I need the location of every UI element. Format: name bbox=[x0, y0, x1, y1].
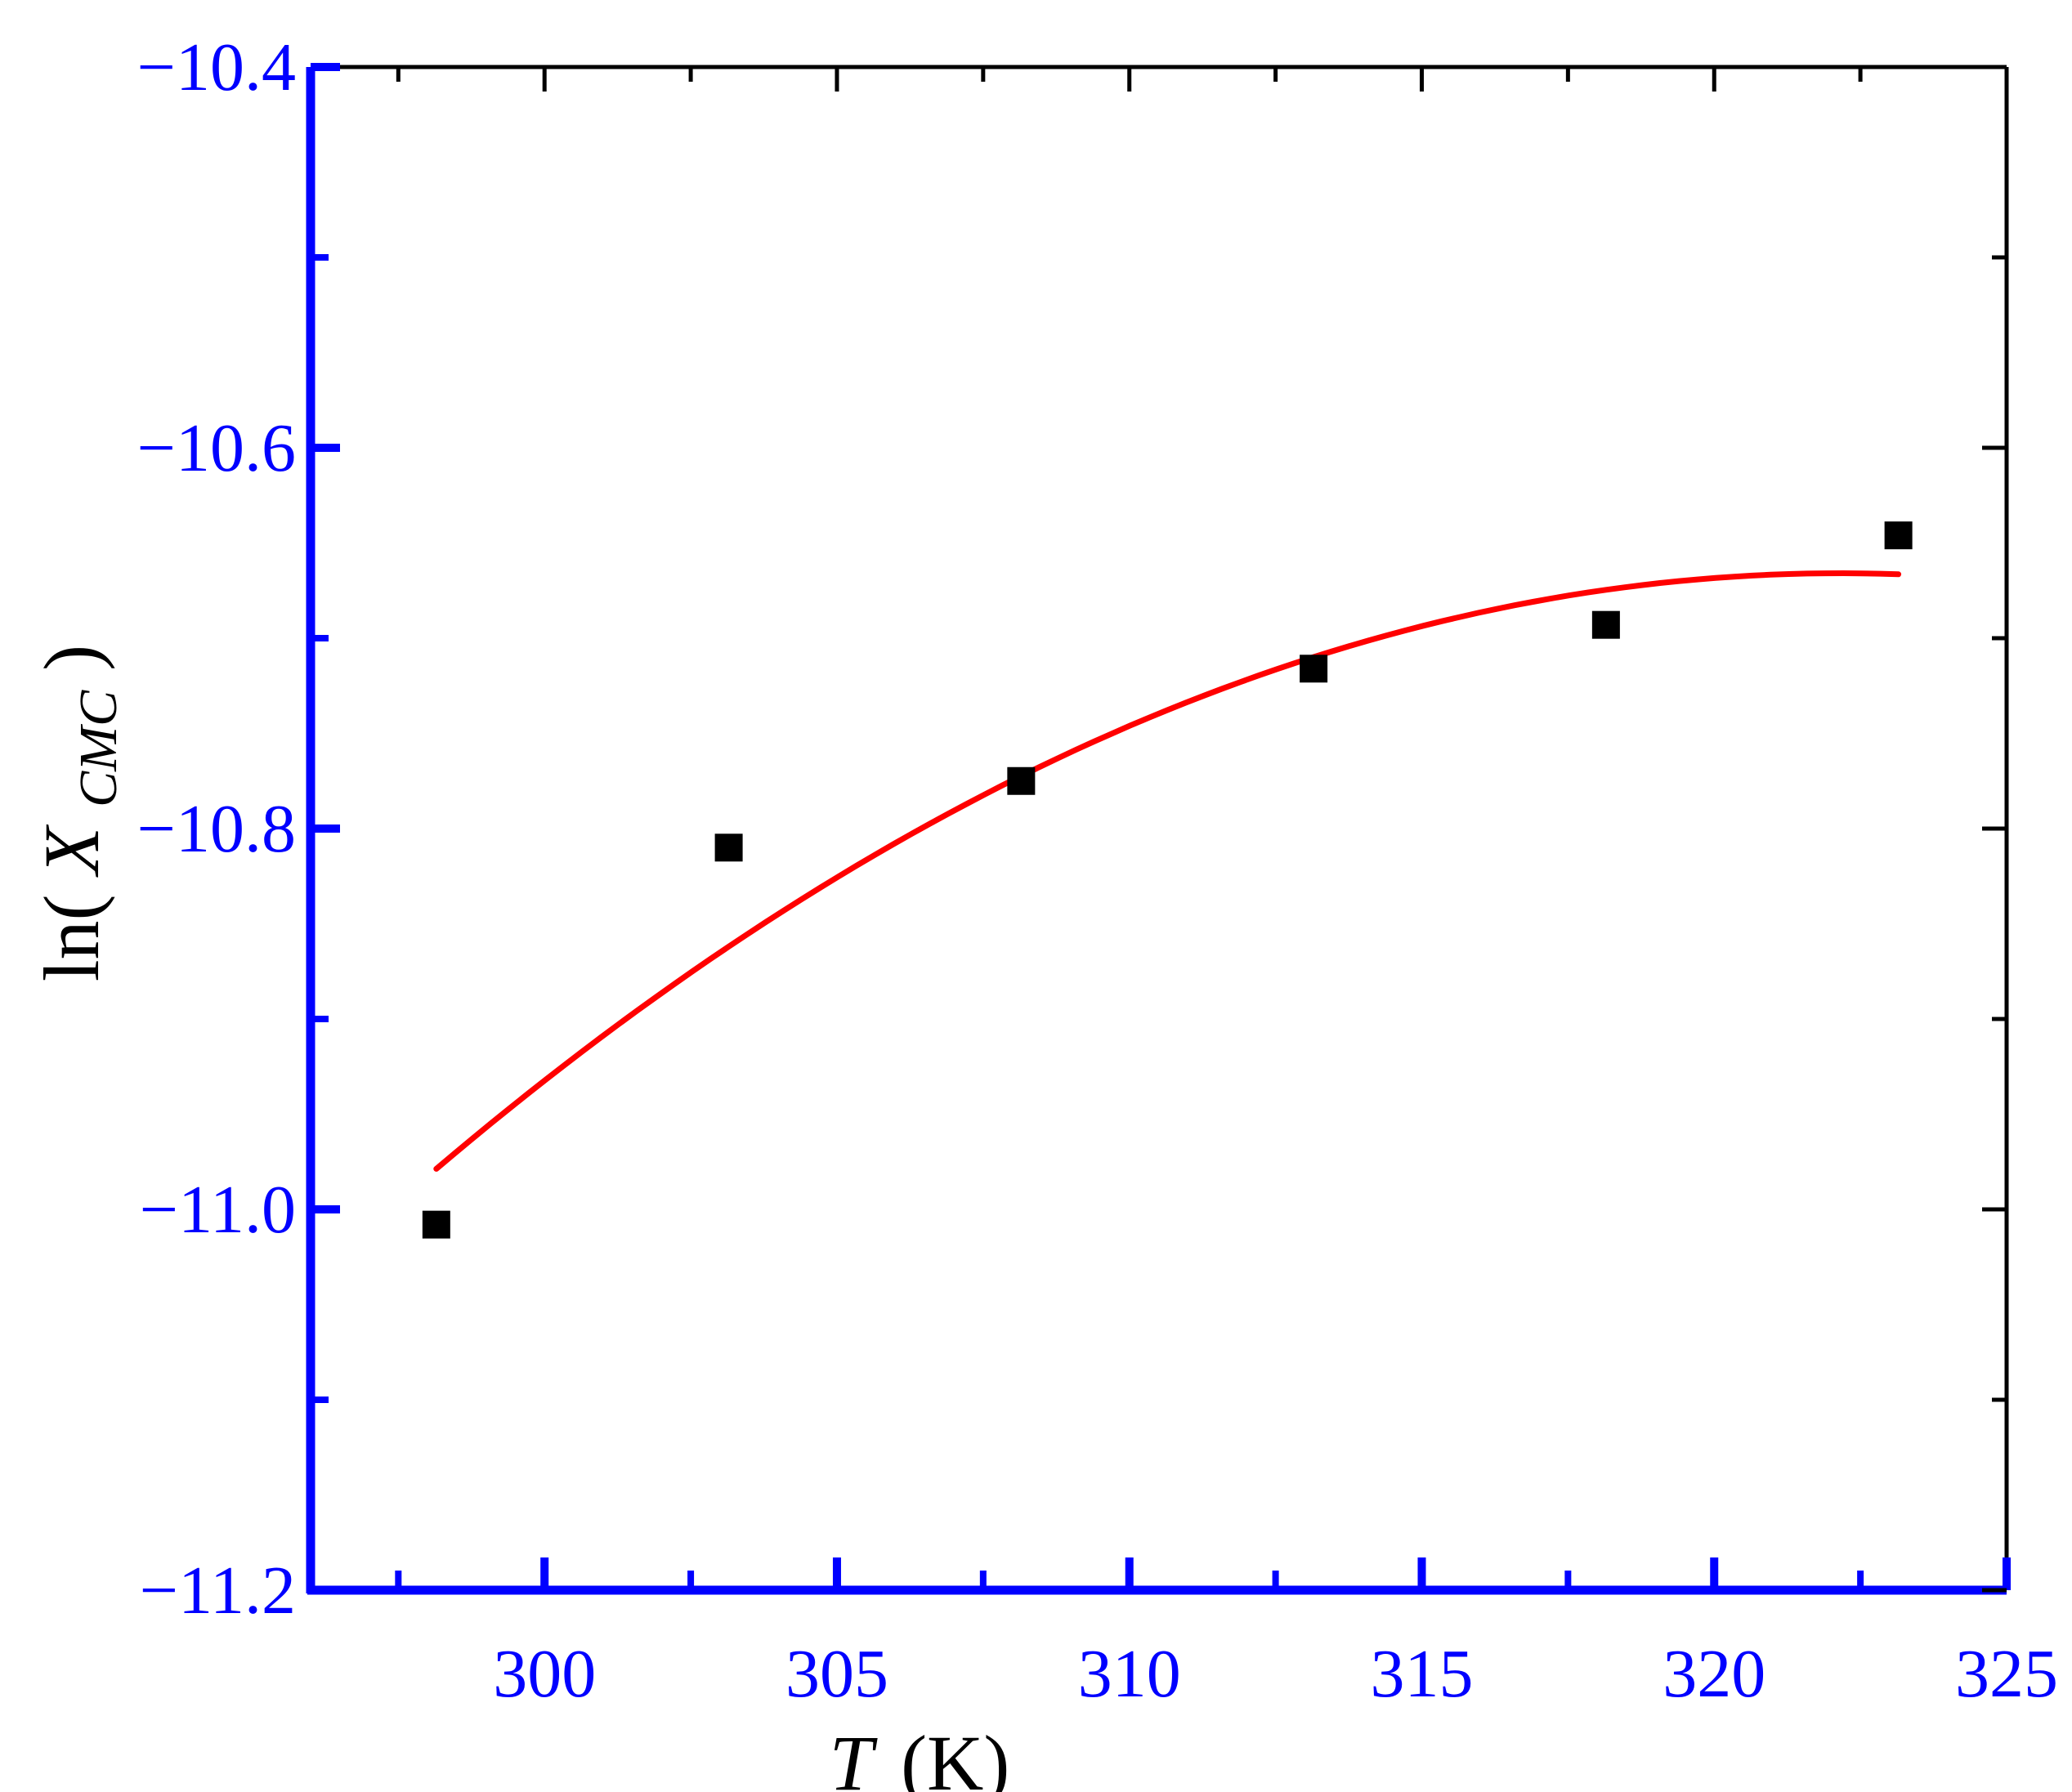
data-point bbox=[422, 1210, 450, 1239]
y-tick-label: −10.4 bbox=[137, 29, 296, 105]
x-tick-label: 305 bbox=[785, 1636, 888, 1712]
axis-ticks bbox=[311, 63, 2011, 1594]
y-tick-label: −11.2 bbox=[140, 1553, 296, 1629]
y-axis-title: ln( X CMC ) bbox=[28, 645, 133, 981]
y-tick-labels: −10.4 −10.6 −10.8 −11.0 −11.2 bbox=[137, 29, 296, 1629]
fit-curve bbox=[433, 570, 1902, 1172]
data-point bbox=[1884, 521, 1913, 550]
x-axis-title: T (K) bbox=[830, 1719, 1010, 1792]
y-tick-label: −10.6 bbox=[137, 410, 296, 486]
y-axis-title-var: X bbox=[28, 824, 115, 878]
data-point bbox=[714, 833, 743, 862]
data-series bbox=[422, 521, 1913, 1239]
x-tick-label: 310 bbox=[1078, 1636, 1181, 1712]
data-point bbox=[1591, 610, 1620, 639]
y-axis-title-subscript: CMC bbox=[69, 690, 128, 807]
data-point bbox=[1007, 766, 1036, 795]
x-tick-label: 300 bbox=[493, 1636, 596, 1712]
plot-frame bbox=[306, 65, 2009, 1595]
data-point bbox=[1300, 655, 1328, 683]
y-axis-title-suffix: ) bbox=[28, 645, 115, 671]
y-tick-label: −11.0 bbox=[140, 1172, 296, 1248]
x-tick-label: 315 bbox=[1370, 1636, 1473, 1712]
x-tick-label: 325 bbox=[1955, 1636, 2058, 1712]
y-axis-title-prefix: ln( bbox=[28, 895, 115, 982]
y-tick-label: −10.8 bbox=[137, 791, 296, 867]
x-axis-title-unit: (K) bbox=[901, 1719, 1009, 1792]
x-axis-title-var: T bbox=[830, 1719, 879, 1792]
x-tick-label: 320 bbox=[1663, 1636, 1765, 1712]
x-tick-labels: 300 305 310 315 320 325 bbox=[493, 1636, 2058, 1712]
